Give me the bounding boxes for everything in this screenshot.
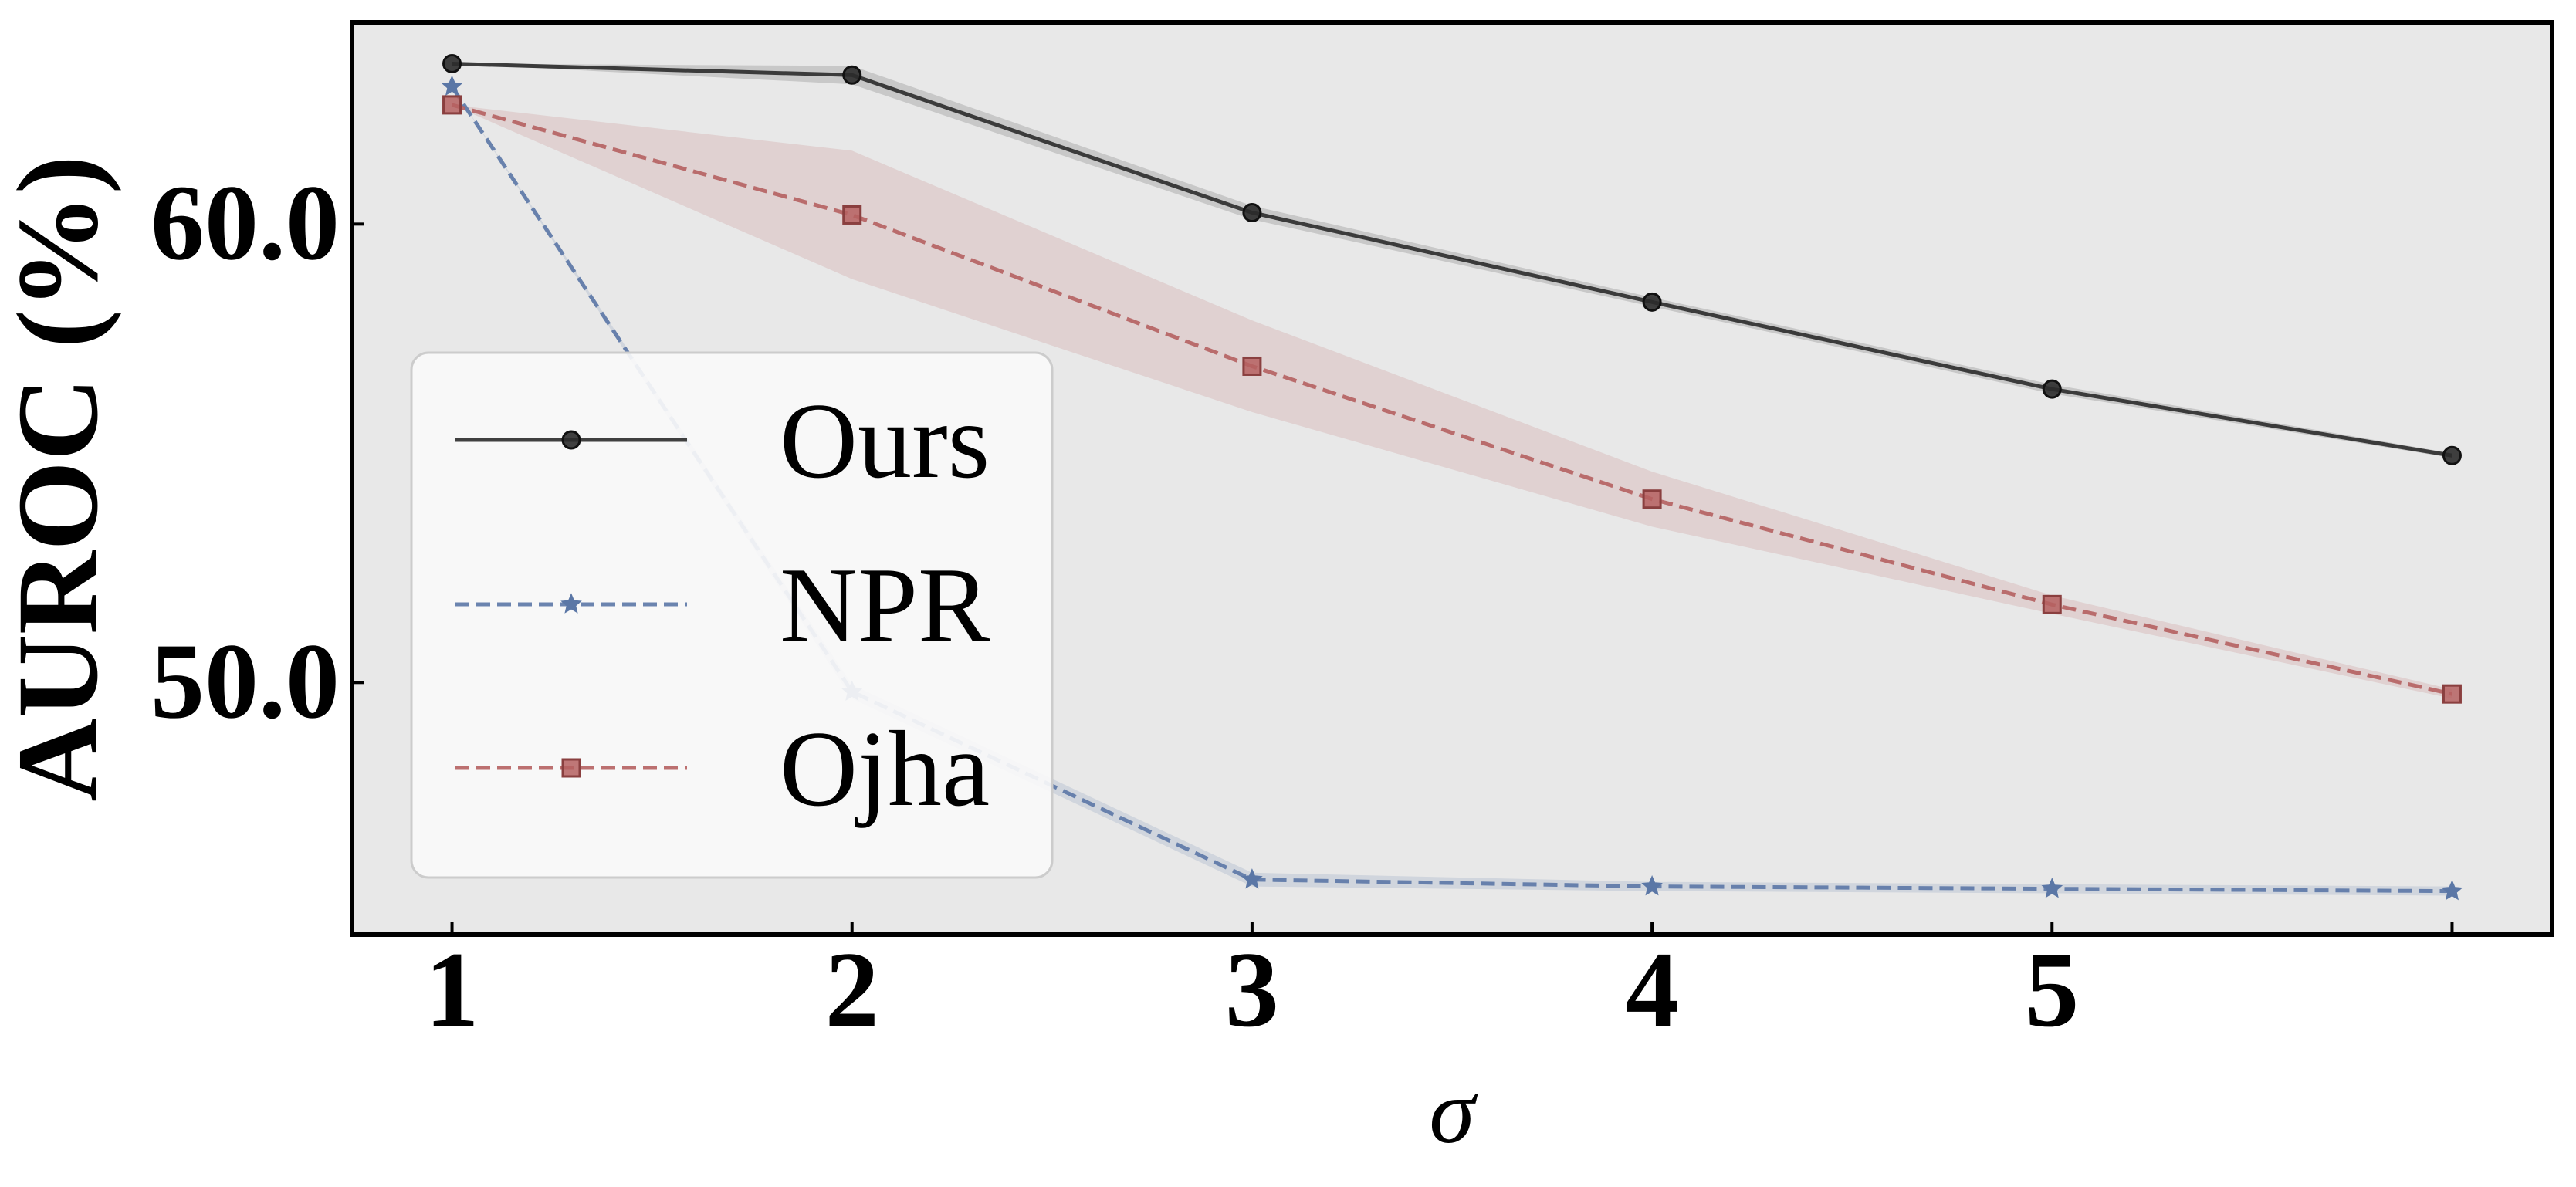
ojha-point xyxy=(2442,684,2462,704)
ojha-point xyxy=(842,205,862,225)
plot-frame xyxy=(350,20,2554,937)
npr-point xyxy=(2441,880,2463,901)
x-tick-label: 2 xyxy=(825,930,879,1050)
ours-point xyxy=(442,53,462,73)
ours-line xyxy=(452,62,2452,458)
ojha-legend-label: Ojha xyxy=(780,709,990,829)
x-tick-label: 1 xyxy=(425,930,479,1050)
y-axis-title: AUROC (%) xyxy=(0,155,122,801)
npr-legend-label: NPR xyxy=(780,546,990,665)
npr-legend-marker xyxy=(560,593,582,614)
ojha-legend-marker xyxy=(561,758,581,778)
y-tick-label: 60.0 xyxy=(151,163,340,282)
npr-point xyxy=(1641,875,1663,896)
npr-point xyxy=(1241,868,1263,889)
legend-box xyxy=(410,351,1054,879)
y-axis-ticks: 50.0 60.0 xyxy=(151,163,364,741)
ours-point xyxy=(2442,445,2462,465)
legend: Ours NPR Ojha xyxy=(410,351,1054,879)
ojha-point xyxy=(1242,356,1262,376)
npr-point xyxy=(441,75,463,96)
ours-point xyxy=(2042,379,2062,399)
x-tick-label: 5 xyxy=(2025,930,2079,1050)
ours-legend-label: Ours xyxy=(780,381,990,501)
ojha-point xyxy=(2042,594,2062,614)
ojha-point xyxy=(442,95,462,115)
x-axis-ticks: 1 2 3 4 5 xyxy=(425,922,2454,1050)
series-markers xyxy=(441,53,2463,901)
x-tick-label: 4 xyxy=(1625,930,1679,1050)
ours-legend-marker xyxy=(561,430,581,450)
x-axis-title: σ xyxy=(1429,1060,1478,1162)
ours-band xyxy=(452,63,2452,458)
ours-point xyxy=(842,65,862,85)
ojha-line xyxy=(451,103,2453,696)
ojha-point xyxy=(1642,489,1662,509)
ours-point xyxy=(1642,292,1662,312)
y-tick-label: 50.0 xyxy=(151,621,340,741)
npr-point xyxy=(2041,878,2063,898)
ours-point xyxy=(1242,202,1262,222)
x-tick-label: 3 xyxy=(1225,930,1279,1050)
